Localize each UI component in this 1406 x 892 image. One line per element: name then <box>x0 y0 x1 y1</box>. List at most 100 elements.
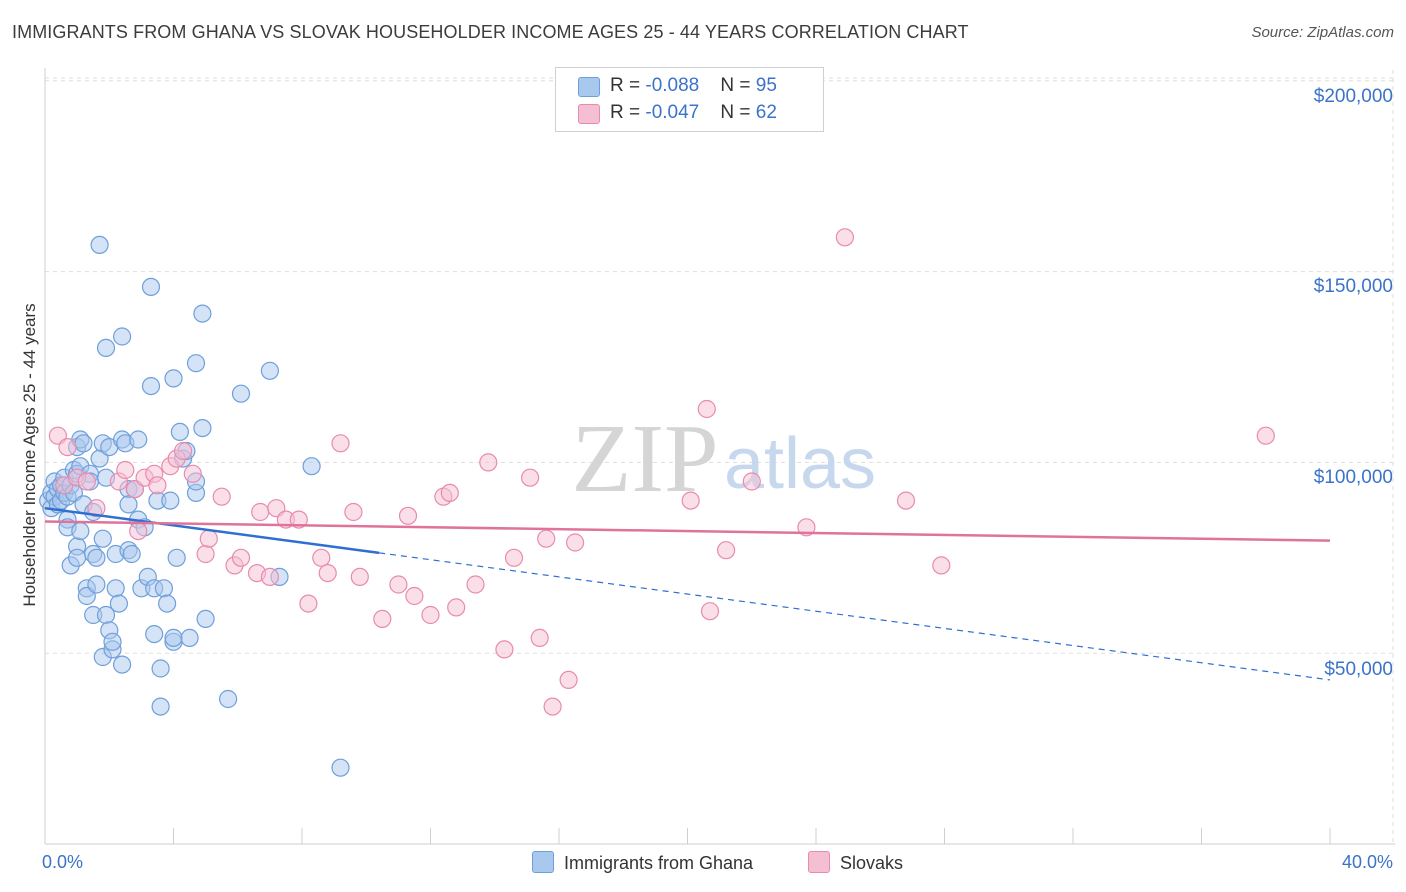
ghana-point-73 <box>158 594 177 613</box>
slovaks-point-53 <box>697 399 716 419</box>
slovaks-point-60 <box>1256 426 1275 445</box>
legend-label-slovaks: Slovaks <box>840 853 904 873</box>
y-tick-label-150000: $150,000 <box>1313 276 1393 297</box>
slovaks-point-47 <box>530 628 549 648</box>
slovaks-point-45 <box>504 548 524 567</box>
slovaks-point-4 <box>77 472 96 491</box>
source-label: Source: ZipAtlas.com <box>1251 24 1394 41</box>
ghana-point-58 <box>122 544 141 564</box>
legend-n-label: N = <box>720 102 756 123</box>
ghana-point-87 <box>193 419 212 438</box>
correlation-legend: R = -0.088 N = 95 R = -0.047 N = 62 <box>555 67 824 132</box>
slovaks-point-43 <box>479 453 498 472</box>
slovaks-point-34 <box>373 609 392 629</box>
slovaks-point-18 <box>199 529 218 548</box>
legend-r-label: R = <box>610 102 646 123</box>
ghana-point-60 <box>129 430 148 449</box>
ghana-point-34 <box>87 548 106 567</box>
ghana-point-67 <box>145 624 164 644</box>
slovaks-point-61 <box>742 472 761 491</box>
ghana-point-72 <box>154 579 173 598</box>
legend-swatch-slovaks <box>578 104 600 124</box>
ghana-point-47 <box>103 632 122 651</box>
slovaks-point-32 <box>344 502 363 522</box>
ghana-point-41 <box>96 338 116 357</box>
slovaks-point-42 <box>466 575 485 594</box>
legend-n-value: 95 <box>755 75 777 96</box>
legend-swatch-ghana <box>532 851 554 873</box>
slovaks-point-27 <box>289 510 308 529</box>
ghana-point-94 <box>331 758 350 777</box>
slovaks-point-9 <box>129 521 148 541</box>
legend-swatch-slovaks <box>808 851 830 873</box>
slovaks-point-52 <box>681 491 700 510</box>
axes <box>44 68 1395 845</box>
slovaks-point-19 <box>212 487 231 506</box>
x-tick-label-min: 0.0% <box>42 852 84 872</box>
slovaks-point-55 <box>716 541 736 560</box>
slovaks-point-35 <box>389 575 408 594</box>
ghana-point-35 <box>87 575 106 594</box>
slovaks-point-31 <box>331 434 350 453</box>
slovaks-point-37 <box>405 586 424 606</box>
slovaks-point-29 <box>312 548 331 567</box>
x-tick-label-max: 40.0% <box>1341 852 1393 872</box>
trend-lines <box>44 506 1331 681</box>
ghana-point-88 <box>196 609 215 629</box>
slovaks-point-44 <box>495 640 514 659</box>
slovaks-point-51 <box>565 533 585 552</box>
slovaks-point-38 <box>421 605 440 625</box>
gridlines <box>45 70 1395 844</box>
slovaks-point-49 <box>543 697 562 716</box>
slovaks-point-2 <box>58 438 77 457</box>
ghana-point-90 <box>231 384 251 403</box>
slovaks-trend-line <box>44 520 1331 542</box>
ghana-point-79 <box>170 422 189 441</box>
legend-n-value: 62 <box>755 102 777 123</box>
slovaks-point-48 <box>537 529 556 548</box>
ghana-point-86 <box>193 304 212 323</box>
ghana-point-77 <box>164 369 183 388</box>
ghana-point-71 <box>151 697 170 716</box>
legend-item-slovaks[interactable]: Slovaks <box>808 851 903 874</box>
legend-item-ghana[interactable]: Immigrants from Ghana <box>532 851 753 874</box>
ghana-point-37 <box>90 235 109 254</box>
series-slovaks-points <box>48 228 1275 716</box>
y-tick-label-200000: $200,000 <box>1313 86 1393 107</box>
ghana-point-83 <box>186 354 206 373</box>
ghana-point-66 <box>141 377 161 396</box>
ghana-point-52 <box>112 327 132 346</box>
ghana-point-70 <box>151 659 170 678</box>
slovaks-point-46 <box>520 468 540 487</box>
slovaks-point-21 <box>231 548 251 567</box>
y-tick-label-100000: $100,000 <box>1313 467 1393 488</box>
ghana-point-50 <box>109 594 129 613</box>
ghana-point-39 <box>93 529 112 548</box>
chart-title: IMMIGRANTS FROM GHANA VS SLOVAK HOUSEHOL… <box>12 22 969 42</box>
ghana-point-53 <box>112 655 132 674</box>
legend-r-value: -0.088 <box>645 75 700 96</box>
ghana-point-56 <box>119 495 138 514</box>
ghana-point-74 <box>161 491 180 510</box>
ghana-point-25 <box>74 434 93 453</box>
slovaks-point-15 <box>174 441 193 461</box>
ghana-trend-line <box>44 506 380 555</box>
legend-r-label: R = <box>610 75 646 96</box>
ghana-point-82 <box>180 628 199 648</box>
series-ghana-points <box>39 235 350 777</box>
ghana-point-21 <box>67 548 87 567</box>
slovaks-point-36 <box>398 506 418 525</box>
legend-swatch-ghana <box>578 77 600 97</box>
ghana-trend-line-extrapolated <box>379 552 1331 681</box>
slovaks-point-5 <box>87 499 106 518</box>
slovaks-point-12 <box>148 476 167 495</box>
slovaks-point-41 <box>447 598 466 617</box>
y-axis-label: Householder Income Ages 25 - 44 years <box>20 303 39 607</box>
slovaks-point-57 <box>835 228 855 247</box>
slovaks-point-33 <box>350 567 369 587</box>
slovaks-point-58 <box>896 491 916 510</box>
ghana-point-49 <box>106 579 125 598</box>
watermark: ZIP atlas <box>572 405 877 513</box>
ghana-point-24 <box>71 521 90 541</box>
